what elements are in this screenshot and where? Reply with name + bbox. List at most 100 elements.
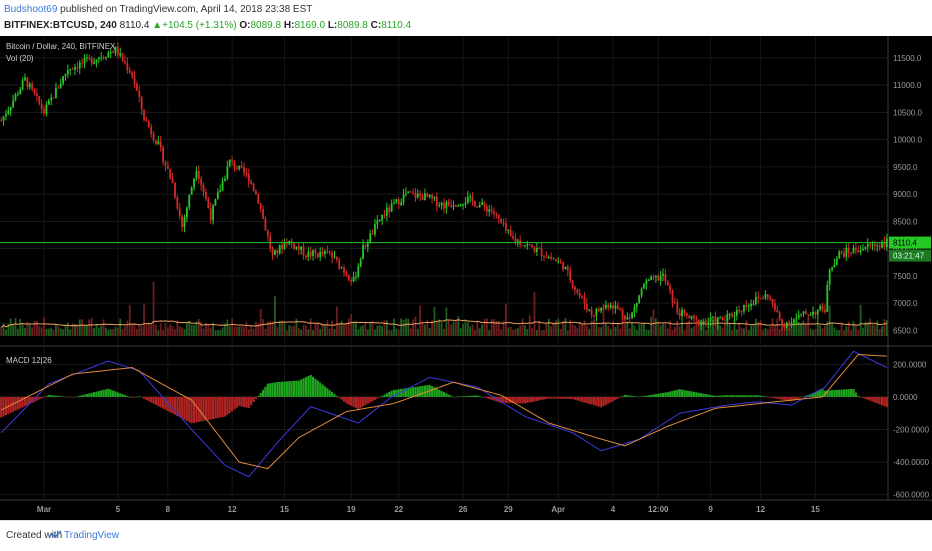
macd-histogram-bar bbox=[159, 396, 162, 408]
tradingview-brand-link[interactable]: TradingView bbox=[64, 530, 120, 541]
candle bbox=[112, 49, 114, 54]
volume-bar bbox=[747, 329, 750, 336]
candle-body bbox=[585, 304, 588, 310]
candle bbox=[235, 165, 238, 171]
macd-histogram-bar bbox=[214, 396, 217, 419]
candle bbox=[685, 312, 688, 319]
time-tick-label: Apr bbox=[551, 505, 565, 514]
macd-histogram-bar bbox=[326, 388, 329, 397]
volume-bar bbox=[804, 324, 807, 336]
candle-body bbox=[685, 312, 688, 316]
volume-bar bbox=[566, 330, 569, 336]
macd-histogram-bar bbox=[195, 396, 198, 423]
candle-body bbox=[240, 165, 243, 168]
author-link[interactable]: Budshoot69 bbox=[4, 4, 58, 15]
candle-body bbox=[483, 202, 486, 207]
candle bbox=[219, 184, 222, 193]
macd-histogram-bar bbox=[533, 396, 536, 402]
volume-bar bbox=[316, 322, 319, 336]
macd-histogram-bar bbox=[104, 389, 108, 397]
candle bbox=[540, 242, 543, 262]
candle bbox=[312, 249, 314, 261]
volume-bar bbox=[126, 320, 129, 336]
macd-histogram-bar bbox=[804, 395, 807, 397]
macd-histogram-bar bbox=[378, 396, 381, 398]
candle-body bbox=[747, 306, 750, 308]
candle-body bbox=[609, 305, 612, 308]
candle-body bbox=[90, 58, 93, 64]
macd-histogram-bar bbox=[21, 396, 24, 408]
candle bbox=[788, 319, 791, 331]
candle bbox=[14, 92, 17, 102]
candle bbox=[716, 316, 719, 330]
macd-histogram-bar bbox=[14, 396, 17, 411]
tradingview-logo-icon[interactable] bbox=[48, 528, 62, 542]
chart-svg[interactable]: 11500.011000.010500.010000.09500.09000.0… bbox=[0, 36, 932, 520]
volume-ma-line bbox=[0, 319, 887, 328]
volume-bar bbox=[728, 324, 731, 336]
volume-bar bbox=[750, 325, 753, 336]
volume-bar bbox=[278, 320, 281, 336]
candle bbox=[633, 303, 636, 318]
candle-body bbox=[507, 230, 510, 232]
candle-body bbox=[338, 259, 341, 269]
macd-histogram-bar bbox=[876, 396, 879, 404]
candle-body bbox=[124, 60, 126, 63]
candle bbox=[759, 297, 762, 300]
volume-bar bbox=[140, 326, 143, 336]
candle bbox=[307, 246, 310, 262]
candle bbox=[662, 268, 664, 282]
candle-body bbox=[731, 313, 733, 317]
candle-body bbox=[574, 286, 576, 290]
candle-body bbox=[333, 256, 336, 258]
macd-histogram-bar bbox=[735, 395, 738, 397]
axis-layer: 11500.011000.010500.010000.09500.09000.0… bbox=[0, 54, 931, 514]
candle bbox=[745, 300, 748, 311]
footer: Created with TradingView bbox=[0, 520, 932, 551]
macd-histogram-bar bbox=[840, 389, 843, 397]
volume-bar bbox=[452, 321, 455, 336]
candle-body bbox=[797, 314, 800, 318]
macd-histogram-bar bbox=[769, 396, 772, 398]
candle bbox=[419, 190, 422, 202]
candle-body bbox=[38, 95, 41, 104]
candle-body bbox=[821, 306, 824, 310]
chart-area[interactable]: 11500.0 11000.0 10500.0 10000.0 9500.0 9000.0… bbox=[0, 36, 932, 520]
candle-body bbox=[326, 251, 329, 253]
volume-bar bbox=[233, 326, 236, 336]
macd-histogram-bar bbox=[381, 395, 384, 397]
candle-body bbox=[57, 87, 60, 89]
candle-body bbox=[581, 295, 583, 297]
macd-histogram-bar bbox=[842, 389, 846, 397]
candle bbox=[519, 235, 522, 248]
macd-histogram-bar bbox=[66, 396, 69, 398]
macd-histogram-bar bbox=[819, 390, 822, 397]
macd-histogram-bar bbox=[680, 389, 684, 397]
candle bbox=[819, 304, 822, 312]
volume-bar bbox=[493, 319, 495, 336]
candle bbox=[881, 239, 883, 249]
volume-bar bbox=[607, 325, 610, 336]
candle-body bbox=[624, 315, 626, 320]
candle bbox=[178, 203, 181, 220]
macd-histogram-bar bbox=[311, 376, 315, 397]
candle-body bbox=[266, 230, 269, 237]
candle bbox=[835, 255, 838, 266]
candle-body bbox=[100, 57, 103, 59]
macd-histogram-bar bbox=[792, 396, 796, 401]
volume-bar bbox=[578, 322, 581, 336]
volume-bar bbox=[628, 328, 631, 336]
candle-body bbox=[169, 168, 172, 179]
macd-histogram-bar bbox=[0, 396, 3, 418]
macd-histogram-bar bbox=[264, 386, 267, 397]
volume-bar bbox=[712, 319, 714, 336]
candle bbox=[50, 93, 53, 106]
candle-body bbox=[645, 280, 648, 285]
candle bbox=[452, 200, 455, 211]
candle-body bbox=[824, 309, 826, 312]
candle-body bbox=[319, 251, 322, 258]
macd-layer bbox=[0, 350, 888, 478]
candle bbox=[276, 249, 279, 259]
candle bbox=[266, 229, 269, 242]
candle-body bbox=[781, 319, 783, 326]
